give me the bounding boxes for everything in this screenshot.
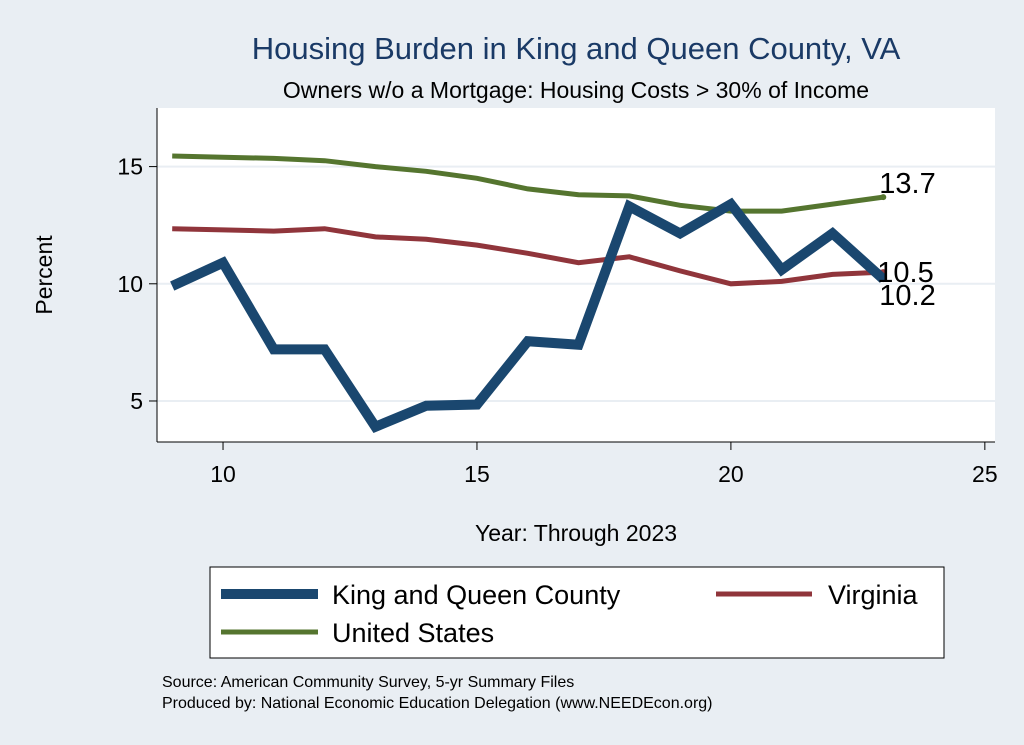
series-line-united-states	[172, 153, 884, 214]
gridlines	[157, 165, 995, 402]
series-lines	[170, 153, 887, 434]
y-tick-label: 10	[117, 271, 143, 297]
legend-box	[209, 566, 945, 659]
end-marker-united-states	[880, 194, 887, 201]
legend-label-king-and-queen-county: King and Queen County	[332, 580, 621, 610]
legend-label-virginia: Virginia	[828, 580, 919, 610]
end-marker-king-and-queen-county	[880, 276, 887, 283]
source-line-2: Produced by: National Economic Education…	[162, 695, 713, 712]
x-axis-label: Year: Through 2023	[475, 520, 677, 546]
y-tick-label: 5	[130, 388, 143, 414]
series-line-king-and-queen-county	[170, 197, 887, 434]
end-label-virginia: 10.5	[877, 257, 933, 289]
end-labels: 10.210.5 13.7	[877, 168, 935, 312]
series-line-virginia	[172, 226, 884, 287]
legend-label-united-states: United States	[332, 618, 494, 648]
x-tick-label: 25	[972, 461, 998, 487]
end-label-united-states: 13.7	[879, 168, 935, 200]
y-tick-label: 15	[117, 154, 143, 180]
axis-ticks: 5 10 15 10 15 20 25	[117, 154, 997, 487]
y-axis-label: Percent	[31, 235, 57, 315]
x-tick-label: 15	[464, 461, 490, 487]
legend: King and Queen County Virginia United Stat…	[221, 580, 919, 648]
chart-title: Housing Burden in King and Queen County,…	[252, 31, 901, 66]
source-line-1: Source: American Community Survey, 5-yr …	[162, 674, 574, 691]
x-tick-label: 10	[210, 461, 236, 487]
chart-subtitle: Owners w/o a Mortgage: Housing Costs > 3…	[283, 77, 869, 103]
end-label-king-and-queen-county: 10.2	[879, 280, 935, 312]
x-tick-label: 20	[718, 461, 744, 487]
